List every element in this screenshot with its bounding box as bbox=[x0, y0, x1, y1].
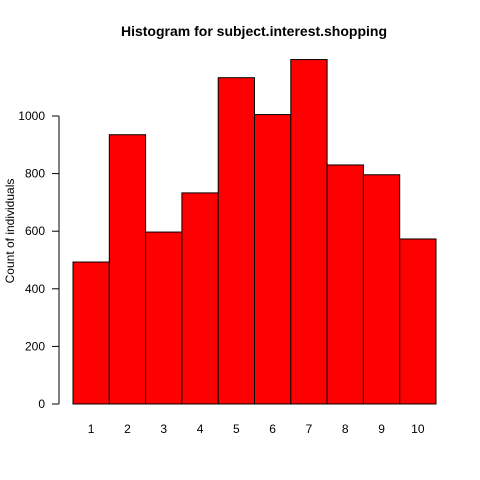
y-axis-label: Count of individuals bbox=[3, 179, 17, 284]
x-tick-label: 4 bbox=[197, 422, 204, 436]
bar-4 bbox=[181, 192, 219, 405]
bar-6 bbox=[254, 114, 292, 405]
x-tick-label: 7 bbox=[306, 422, 313, 436]
bar-9 bbox=[362, 174, 401, 405]
y-tick-label: 600 bbox=[25, 224, 45, 238]
x-tick-label: 10 bbox=[411, 422, 425, 436]
y-tick-label: 800 bbox=[25, 167, 45, 181]
y-tick-label: 0 bbox=[38, 397, 45, 411]
x-tick-label: 8 bbox=[342, 422, 349, 436]
bar-1 bbox=[72, 261, 110, 405]
y-axis: 0 200 400 600 800 1000 bbox=[18, 109, 60, 411]
bar-3 bbox=[145, 231, 183, 405]
y-tick-label: 1000 bbox=[18, 109, 45, 123]
bars-group bbox=[72, 59, 437, 405]
x-tick-label: 2 bbox=[124, 422, 131, 436]
y-tick-label: 200 bbox=[25, 339, 45, 353]
y-tick-label: 400 bbox=[25, 282, 45, 296]
bar-7 bbox=[290, 59, 328, 405]
bar-8 bbox=[326, 164, 364, 405]
x-tick-label: 9 bbox=[378, 422, 385, 436]
x-tick-label: 3 bbox=[160, 422, 167, 436]
bar-10 bbox=[399, 238, 437, 405]
x-tick-label: 6 bbox=[269, 422, 276, 436]
chart-title: Histogram for subject.interest.shopping bbox=[121, 23, 387, 39]
bar-2 bbox=[108, 134, 147, 405]
bar-5 bbox=[217, 77, 255, 405]
x-tick-label: 5 bbox=[233, 422, 240, 436]
x-tick-label: 1 bbox=[88, 422, 95, 436]
x-axis-labels: 1 2 3 4 5 6 7 8 9 10 bbox=[88, 422, 425, 436]
